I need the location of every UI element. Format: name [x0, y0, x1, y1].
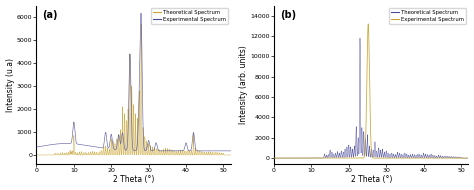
Y-axis label: Intensity (u.a): Intensity (u.a) [6, 58, 15, 112]
Y-axis label: Intensity (arb. units): Intensity (arb. units) [239, 45, 248, 124]
X-axis label: 2 Theta (°): 2 Theta (°) [113, 175, 155, 184]
Legend: Theoretical Spectrum, Experimental Spectrum: Theoretical Spectrum, Experimental Spect… [151, 8, 228, 24]
Legend: Theoretical Spectrum, Experimental Spectrum: Theoretical Spectrum, Experimental Spect… [389, 8, 466, 24]
X-axis label: 2 Theta (°): 2 Theta (°) [351, 175, 392, 184]
Text: (b): (b) [280, 10, 296, 20]
Text: (a): (a) [42, 10, 58, 20]
